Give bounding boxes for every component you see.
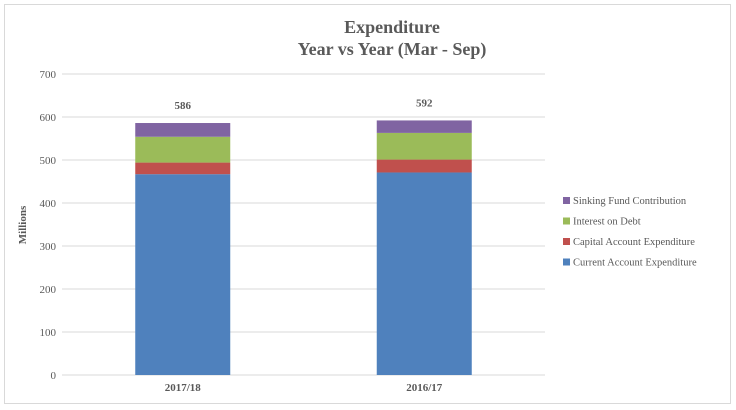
legend-item: Current Account Expenditure	[573, 258, 697, 269]
total-label: 586	[175, 100, 192, 112]
bar-segment	[376, 120, 472, 133]
y-tick-label: 500	[40, 155, 57, 167]
y-tick-label: 0	[51, 370, 57, 382]
legend-item: Sinking Fund Contribution	[573, 196, 687, 207]
chart-area	[4, 4, 731, 404]
y-tick-label: 700	[40, 69, 57, 81]
y-tick-label: 200	[40, 284, 57, 296]
legend-swatch	[563, 197, 570, 204]
legend-item: Interest on Debt	[573, 217, 641, 228]
bar-segment	[135, 123, 231, 137]
legend-swatch	[563, 258, 570, 266]
y-tick-label: 300	[40, 241, 57, 253]
y-tick-label: 400	[40, 198, 57, 210]
legend-item: Capital Account Expenditure	[573, 237, 695, 248]
bar-segment	[135, 136, 231, 163]
y-axis-label: Millions	[17, 205, 29, 244]
x-tick-label: 2016/17	[406, 382, 443, 394]
bar-segment	[376, 159, 472, 173]
y-tick-label: 100	[40, 327, 57, 339]
bar-segment	[135, 162, 231, 175]
bar-segment	[376, 132, 472, 160]
chart-title: Expenditure	[344, 17, 440, 37]
y-tick-label: 600	[40, 112, 57, 124]
total-label: 592	[416, 97, 433, 109]
bar-segment	[135, 174, 231, 375]
legend-swatch	[563, 238, 570, 245]
chart-subtitle: Year vs Year (Mar - Sep)	[298, 39, 487, 60]
x-tick-label: 2017/18	[165, 382, 202, 394]
legend-swatch	[563, 217, 570, 225]
bar-segment	[376, 172, 472, 375]
